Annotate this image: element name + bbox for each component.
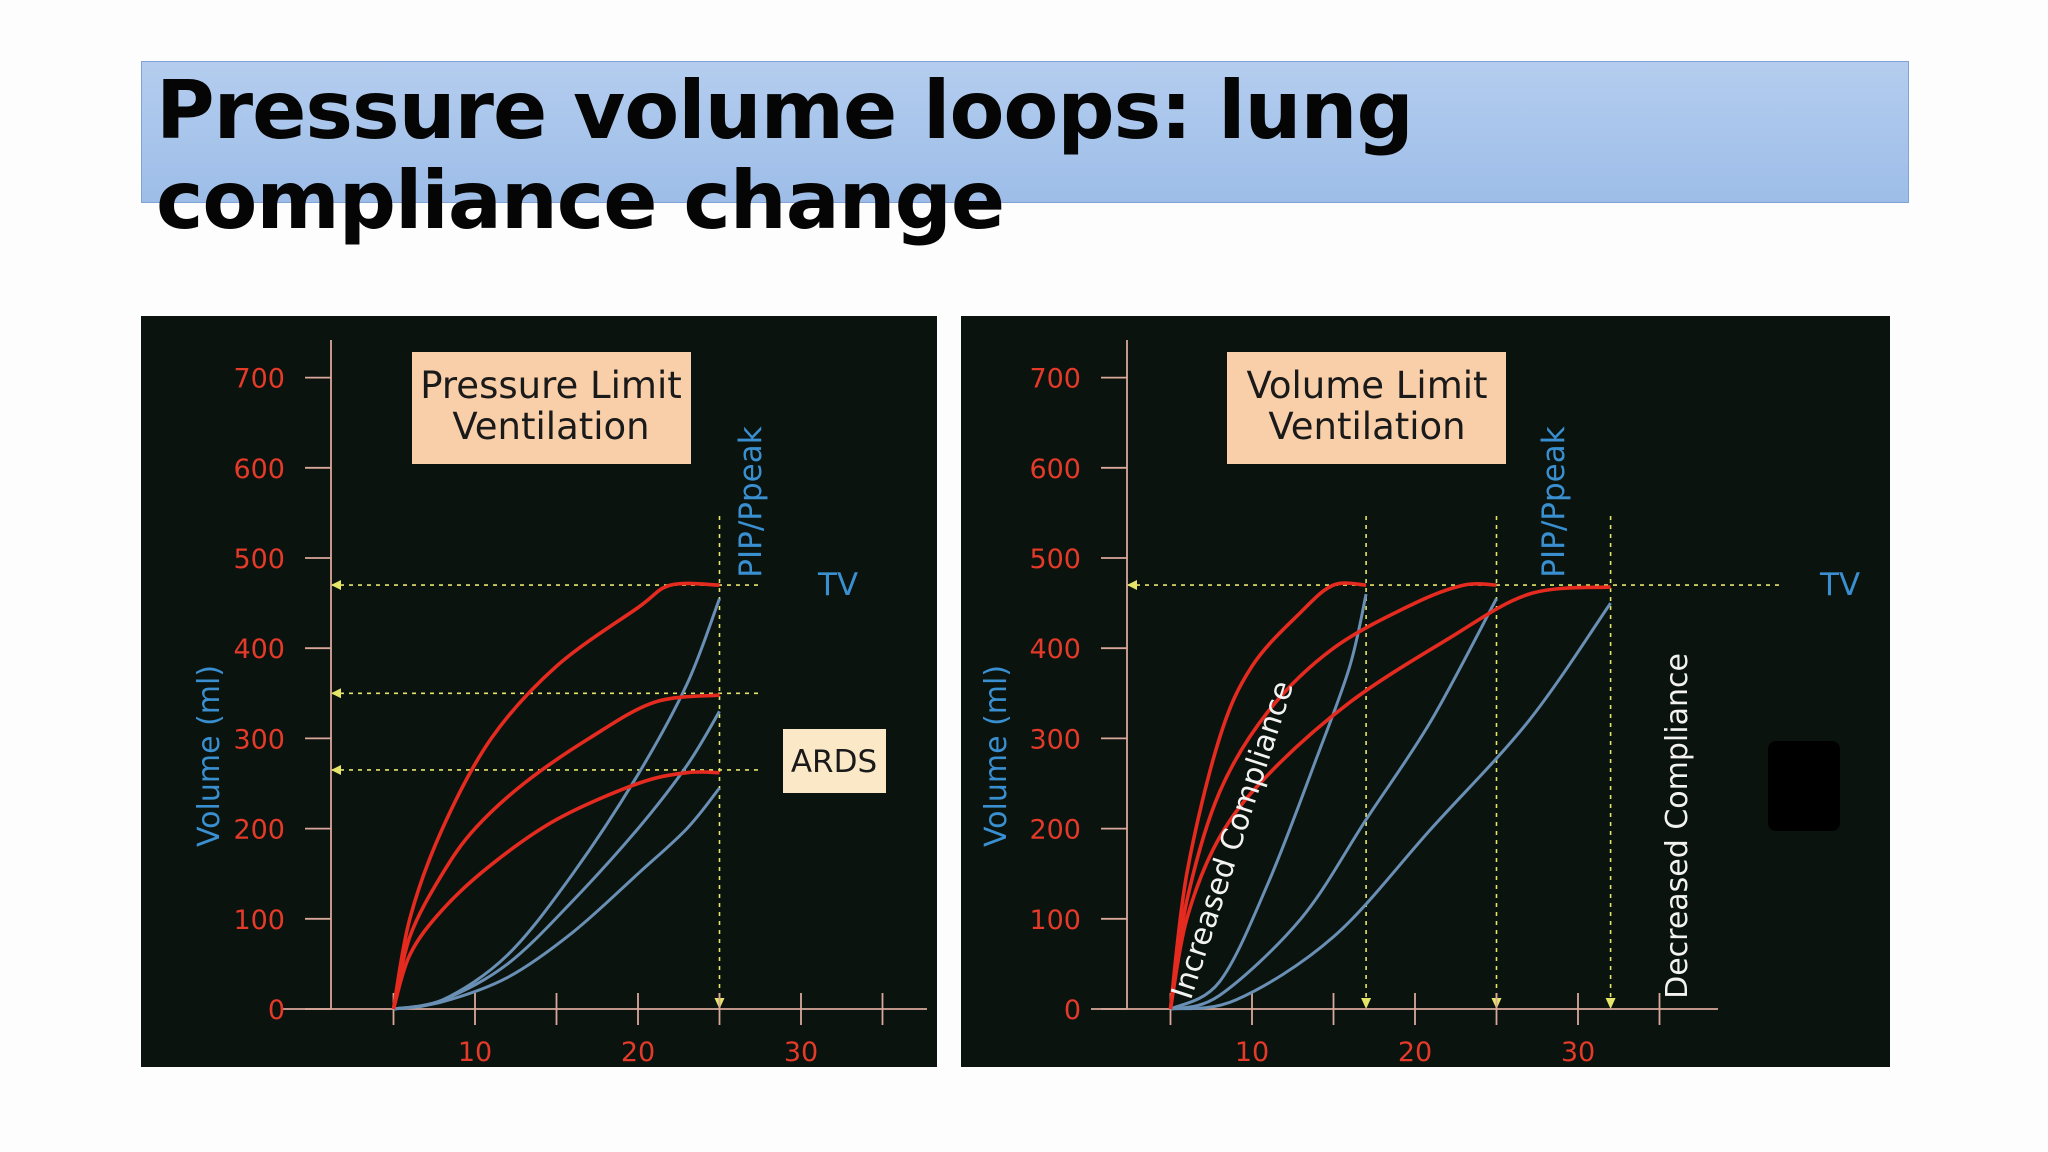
inspiration-curve-3 <box>1168 585 1611 1010</box>
chart-type-box <box>412 352 691 464</box>
y-tick-label: 700 <box>1029 364 1081 395</box>
x-tick-label: 30 <box>1561 1037 1595 1067</box>
x-tick-label: 20 <box>1398 1037 1432 1067</box>
pressure-limit-plot: 0 100 200 300 400 500 600 700 10 20 30 Volume (ml)… <box>192 340 927 1067</box>
inspiration-curve-1 <box>1168 581 1367 1010</box>
y-tick-label: 100 <box>233 905 285 936</box>
decreased-compliance-label: Decreased Compliance <box>1660 653 1695 999</box>
y-tick-label: 500 <box>1029 544 1081 575</box>
x-tick-label: 10 <box>1235 1037 1269 1067</box>
x-tick-label: 30 <box>784 1037 818 1067</box>
y-tick-label: 200 <box>1029 815 1081 846</box>
y-tick-label: 300 <box>233 724 285 755</box>
y-tick-label: 100 <box>1029 905 1081 936</box>
volume-guide-arrow <box>331 764 341 775</box>
y-tick-label: 600 <box>1029 454 1081 485</box>
y-tick-label: 600 <box>233 454 285 485</box>
y-tick-label: 400 <box>1029 634 1081 665</box>
inspiration-curve-2 <box>1168 581 1497 1010</box>
x-tick-label: 20 <box>621 1037 655 1067</box>
ards-box <box>783 729 886 793</box>
y-tick-label: 300 <box>1029 724 1081 755</box>
expiration-curve-2 <box>393 710 721 1011</box>
pip-ppeak-label: PIP/Ppeak <box>1536 426 1572 577</box>
box-label-line-2: Ventilation <box>1268 405 1465 448</box>
title-banner <box>141 61 1909 203</box>
y-tick-label: 0 <box>1064 995 1081 1026</box>
y-axis-label: Volume (ml) <box>192 665 227 847</box>
tv-label: TV <box>817 567 858 603</box>
slide-title: Pressure volume loops: lung compliance c… <box>156 64 1414 247</box>
tidal-volume-guide-arrow <box>1127 580 1137 591</box>
expiration-curve-3 <box>1170 602 1612 1011</box>
pressure-limit-chart: 0 100 200 300 400 500 600 700 10 20 30 Volume (ml)… <box>141 316 937 1067</box>
expiration-curve-2 <box>1170 597 1498 1011</box>
volume-limit-plot: 0 100 200 300 400 500 600 700 10 20 30 Volume (ml)… <box>979 340 1860 1067</box>
y-tick-label: 500 <box>233 544 285 575</box>
increased-compliance-label: Increased Compliance <box>1165 677 1301 1004</box>
expiration-curve-1 <box>1169 593 1368 1011</box>
y-tick-label: 400 <box>233 634 285 665</box>
peak-pressure-guide-arrow <box>1361 998 1372 1009</box>
inspiration-curve-2 <box>391 693 720 1010</box>
pip-ppeak-label: PIP/Ppeak <box>733 426 769 577</box>
y-axis-label: Volume (ml) <box>979 665 1014 847</box>
box-label-line-1: Volume Limit <box>1246 364 1487 407</box>
expiration-curve-1 <box>393 598 721 1011</box>
inspiration-curve-3 <box>391 770 720 1010</box>
y-tick-label: 200 <box>233 815 285 846</box>
tv-label: TV <box>1819 567 1860 603</box>
volume-guide-arrow <box>331 688 341 699</box>
volume-guide-arrow <box>331 580 341 591</box>
y-tick-label: 0 <box>268 995 285 1026</box>
black-marker <box>1768 741 1840 831</box>
expiration-curve-3 <box>393 787 721 1011</box>
volume-limit-chart: 0 100 200 300 400 500 600 700 10 20 30 Volume (ml)… <box>961 316 1890 1067</box>
y-tick-label: 700 <box>233 364 285 395</box>
ards-label: ARDS <box>791 744 877 780</box>
x-tick-label: 10 <box>458 1037 492 1067</box>
peak-pressure-guide-arrow <box>1605 998 1616 1009</box>
inspiration-curve-1 <box>391 581 720 1010</box>
chart-type-box <box>1227 352 1506 464</box>
box-label-line-2: Ventilation <box>452 405 649 448</box>
box-label-line-1: Pressure Limit <box>420 364 681 407</box>
